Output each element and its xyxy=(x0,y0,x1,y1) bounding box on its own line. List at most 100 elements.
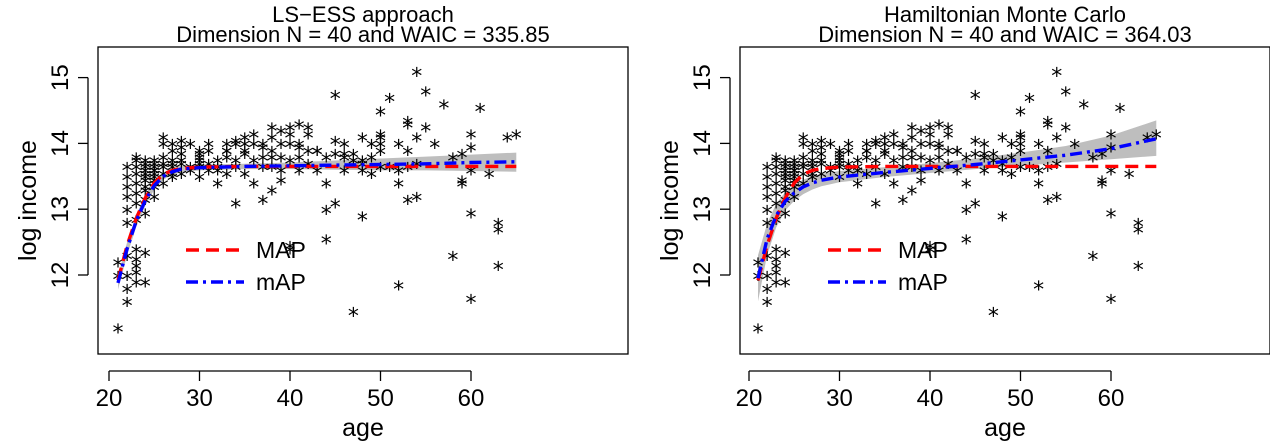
data-point: * xyxy=(493,258,504,283)
data-point: * xyxy=(149,156,160,181)
data-point: * xyxy=(1042,193,1053,218)
data-point: * xyxy=(834,147,845,172)
data-point: * xyxy=(807,137,818,162)
data-point: * xyxy=(257,150,268,175)
data-point: * xyxy=(816,140,827,165)
data-point: * xyxy=(375,143,386,168)
data-point: * xyxy=(122,268,133,293)
data-point: * xyxy=(330,87,341,112)
x-axis: 20 30 40 50 60 age xyxy=(96,370,485,441)
data-point: * xyxy=(221,166,232,191)
data-point: * xyxy=(771,186,782,211)
data-point: * xyxy=(276,173,287,198)
data-point: * xyxy=(825,163,836,188)
data-point: * xyxy=(834,143,845,168)
data-point: * xyxy=(384,160,395,185)
data-point: * xyxy=(131,275,142,300)
data-point: * xyxy=(1106,163,1117,188)
data-point: * xyxy=(131,153,142,178)
data-point: * xyxy=(285,242,296,267)
data-point: * xyxy=(879,130,890,155)
data-point: * xyxy=(934,137,945,162)
data-point: * xyxy=(834,170,845,195)
y-tick-label: 13 xyxy=(47,196,74,223)
data-point: * xyxy=(780,166,791,191)
data-point: * xyxy=(943,127,954,152)
data-point: * xyxy=(762,160,773,185)
data-point: * xyxy=(771,153,782,178)
data-point: * xyxy=(493,222,504,247)
data-point: * xyxy=(303,120,314,145)
data-point: * xyxy=(798,150,809,175)
data-point: * xyxy=(402,160,413,185)
data-point: * xyxy=(131,166,142,191)
data-point: * xyxy=(239,137,250,162)
data-point: * xyxy=(131,150,142,175)
chart-title: Hamiltonian Monte Carlo xyxy=(884,2,1126,27)
data-point: * xyxy=(834,150,845,175)
legend-label-map: MAP xyxy=(898,237,948,263)
data-point: * xyxy=(1015,127,1026,152)
data-point: * xyxy=(979,150,990,175)
data-point: * xyxy=(762,295,773,320)
data-point: * xyxy=(780,156,791,181)
data-point: * xyxy=(852,160,863,185)
x-tick-label: 40 xyxy=(917,385,944,412)
data-point: * xyxy=(970,147,981,172)
data-point: * xyxy=(879,143,890,168)
x-tick-label: 50 xyxy=(367,385,394,412)
y-axis-title: log income xyxy=(656,140,684,261)
data-point: * xyxy=(330,133,341,158)
series-line-map xyxy=(756,164,1157,281)
series-line-map xyxy=(116,164,517,281)
data-point: * xyxy=(888,137,899,162)
data-point: * xyxy=(194,153,205,178)
data-point: * xyxy=(466,291,477,316)
x-tick-label: 30 xyxy=(826,385,853,412)
data-point: * xyxy=(762,180,773,205)
data-point: * xyxy=(771,275,782,300)
data-point: * xyxy=(934,150,945,175)
data-point: * xyxy=(834,156,845,181)
data-point: * xyxy=(879,147,890,172)
data-point: * xyxy=(339,150,350,175)
data-point: * xyxy=(131,176,142,201)
legend-label-map: mAP xyxy=(256,269,306,295)
data-point: * xyxy=(979,163,990,188)
data-point: * xyxy=(1078,97,1089,122)
x-tick-label: 50 xyxy=(1007,385,1034,412)
data-point: * xyxy=(257,137,268,162)
y-tick-label: 12 xyxy=(689,262,716,289)
data-point: * xyxy=(1097,147,1108,172)
data-point: * xyxy=(789,163,800,188)
data-point: * xyxy=(1106,291,1117,316)
data-point: * xyxy=(816,133,827,158)
data-point: * xyxy=(149,163,160,188)
data-point: * xyxy=(807,170,818,195)
data-point: * xyxy=(466,206,477,231)
data-point: * xyxy=(149,189,160,214)
data-point: * xyxy=(140,180,151,205)
data-point: * xyxy=(870,137,881,162)
data-point: * xyxy=(140,153,151,178)
data-point: * xyxy=(1015,143,1026,168)
data-point: * xyxy=(294,163,305,188)
data-point: * xyxy=(167,166,178,191)
data-point: * xyxy=(1060,120,1071,145)
data-point: * xyxy=(843,137,854,162)
data-point: * xyxy=(1033,163,1044,188)
data-point: * xyxy=(294,150,305,175)
data-point: * xyxy=(266,160,277,185)
data-point: * xyxy=(916,150,927,175)
x-tick-label: 60 xyxy=(458,385,485,412)
data-point: * xyxy=(257,193,268,218)
data-point: * xyxy=(221,143,232,168)
y-tick-label: 15 xyxy=(47,64,74,91)
data-point: * xyxy=(122,281,133,306)
data-point: * xyxy=(834,160,845,185)
data-point: * xyxy=(375,104,386,129)
data-point: * xyxy=(122,249,133,274)
data-point: * xyxy=(140,275,151,300)
data-point: * xyxy=(257,140,268,165)
data-point: * xyxy=(934,163,945,188)
